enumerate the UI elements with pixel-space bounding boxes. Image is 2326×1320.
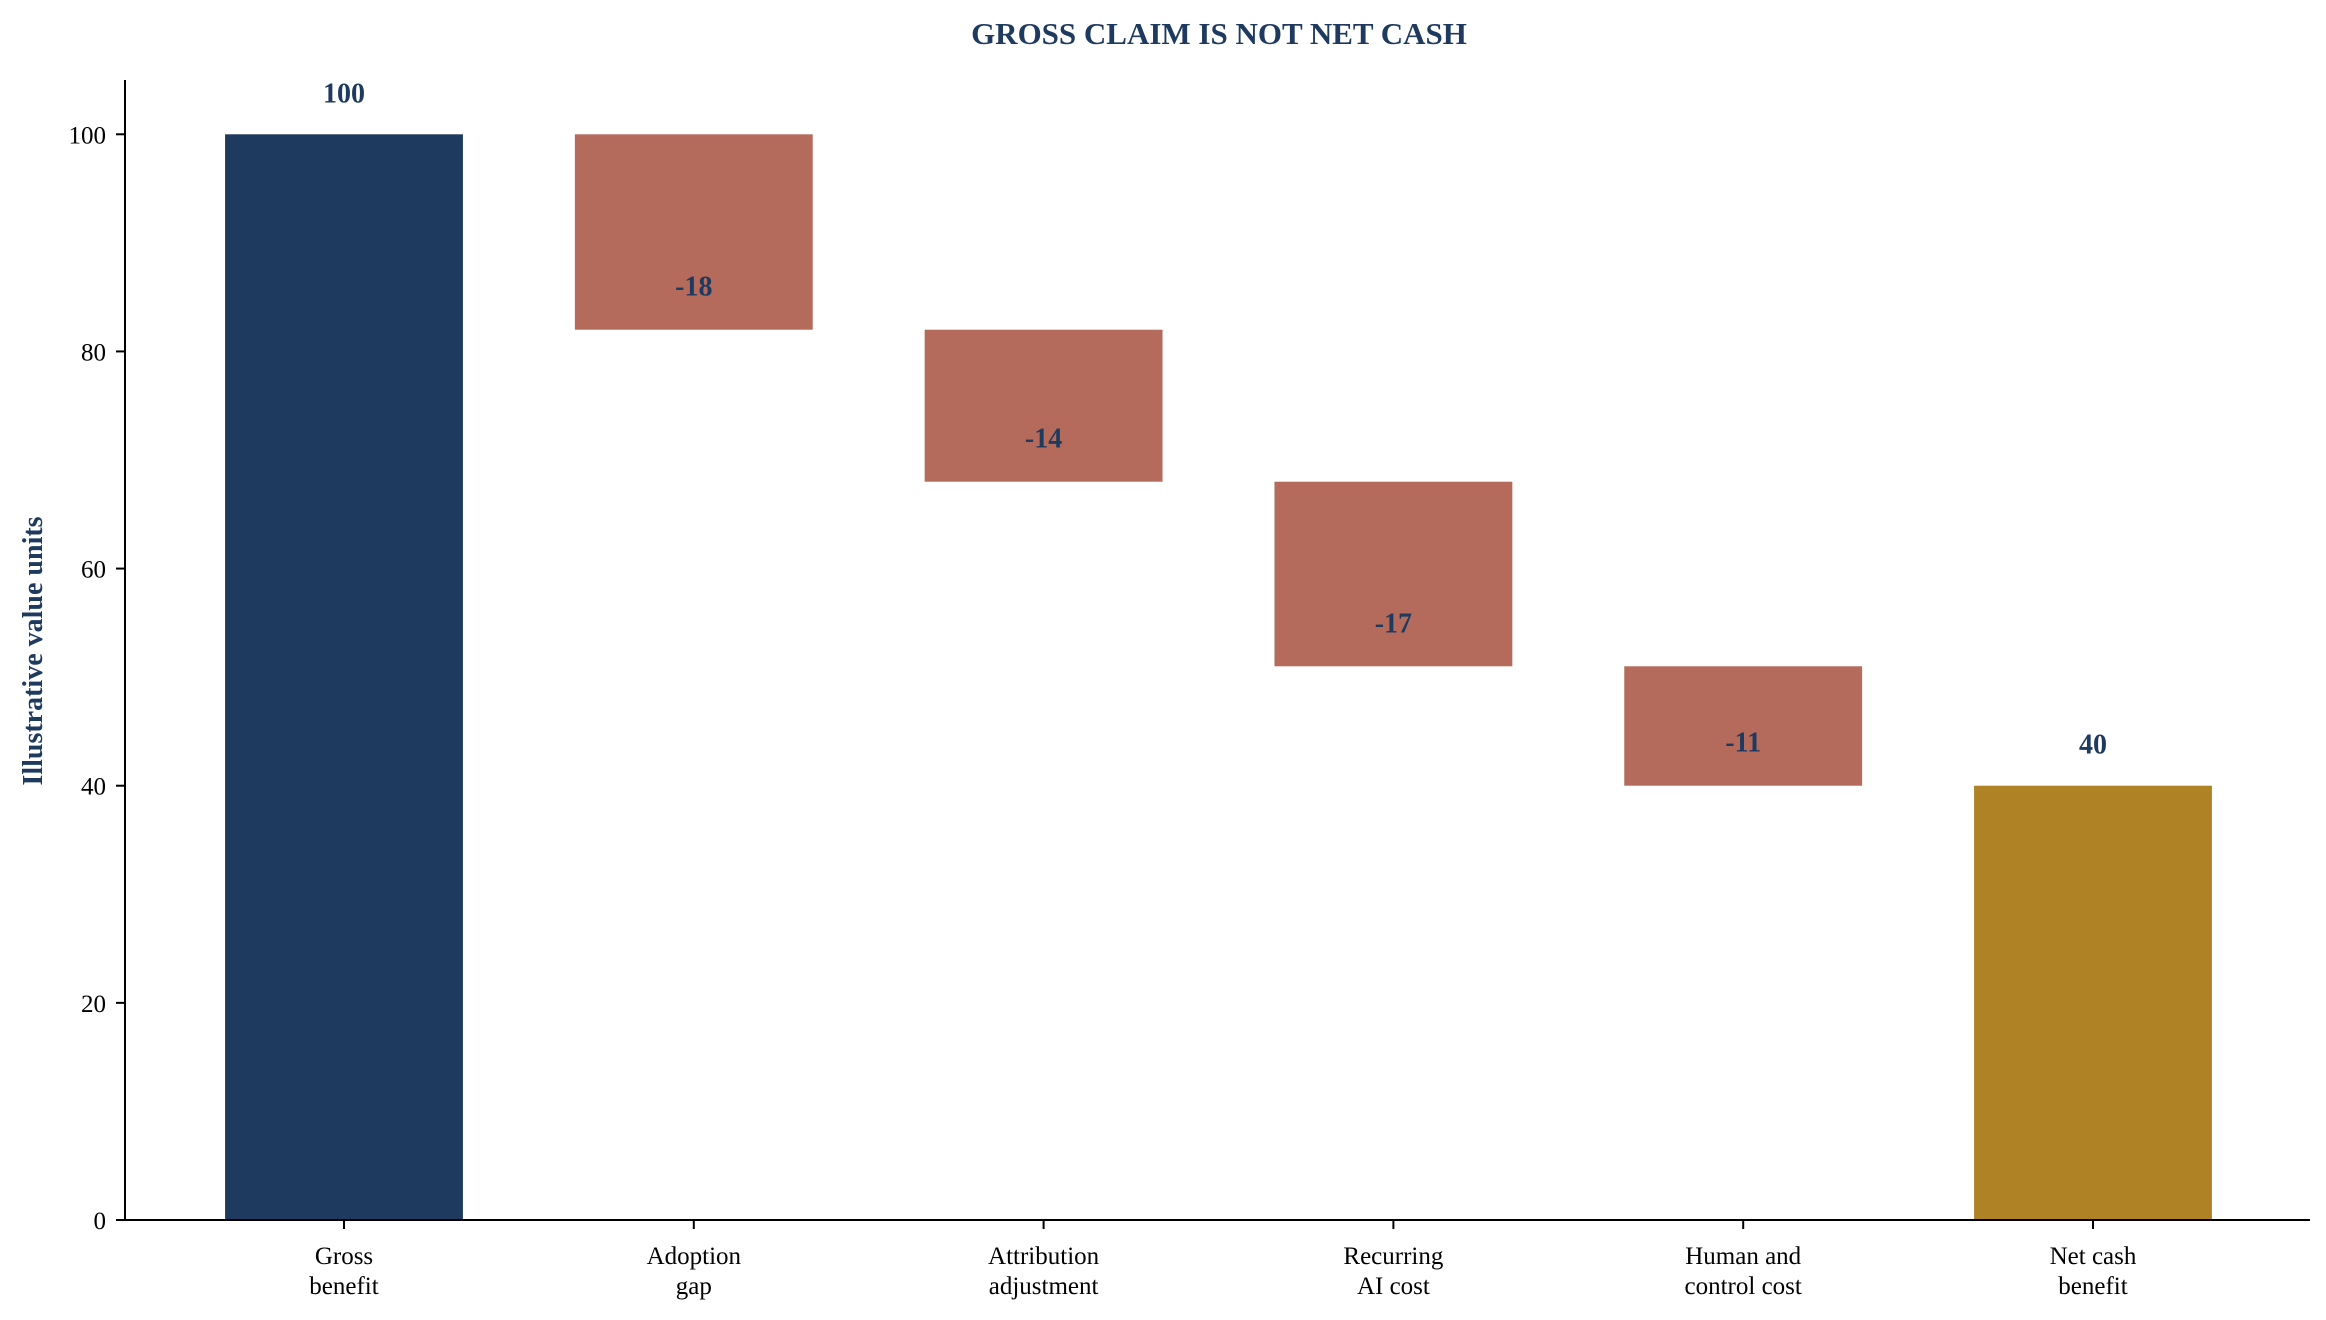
y-tick-label-0: 0 [94, 1208, 107, 1235]
data-label-0: 100 [323, 78, 365, 109]
x-tick-label-0-1: benefit [309, 1273, 378, 1300]
axes-layer: Gross benefit Adoption gap Attribution adjust… [69, 80, 2310, 1300]
y-tick-label-4: 80 [81, 339, 106, 366]
x-tick-label-5-0: Net cash [2050, 1243, 2137, 1270]
x-tick-label-2-1: adjustment [989, 1273, 1099, 1300]
x-tick-label-5-1: benefit [2058, 1273, 2127, 1300]
data-label-2: -14 [1025, 424, 1062, 455]
y-tick-label-3: 60 [81, 557, 106, 584]
bar-4 [1624, 666, 1863, 786]
bars-layer [225, 134, 2212, 1220]
x-tick-label-2-0: Attribution [988, 1243, 1100, 1270]
x-tick-label-3-1: AI cost [1357, 1273, 1430, 1300]
y-tick-label-5: 100 [69, 122, 107, 149]
x-tick-label-4-1: control cost [1685, 1273, 1802, 1300]
data-labels-layer: 100 -18 -14 -17 -11 40 [323, 78, 2107, 760]
bar-1 [574, 134, 813, 330]
bar-3 [1274, 481, 1513, 667]
x-tick-label-3-0: Recurring [1343, 1243, 1443, 1270]
bar-0 [225, 134, 463, 1220]
y-axis-label: Illustrative value units [18, 516, 49, 785]
bar-2 [924, 329, 1163, 482]
x-tick-label-1-0: Adoption [647, 1243, 742, 1270]
y-tick-label-2: 40 [81, 774, 106, 801]
x-tick-label-0-0: Gross [315, 1243, 373, 1270]
bar-5 [1974, 785, 2212, 1220]
data-label-1: -18 [675, 272, 712, 303]
data-label-5: 40 [2079, 730, 2107, 761]
x-tick-label-1-1: gap [676, 1273, 712, 1300]
x-tick-label-4-0: Human and [1685, 1243, 1801, 1270]
chart-title: GROSS CLAIM IS NOT NET CASH [971, 16, 1467, 51]
data-label-4: -11 [1725, 728, 1761, 759]
y-tick-label-1: 20 [81, 991, 106, 1018]
data-label-3: -17 [1375, 608, 1412, 639]
